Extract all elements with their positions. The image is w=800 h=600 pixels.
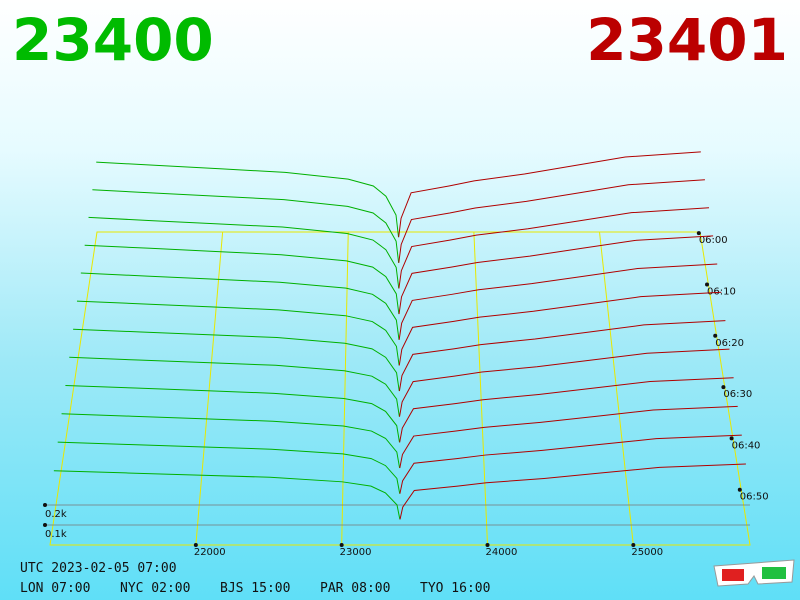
time-tick-label: 06:10: [707, 286, 736, 297]
bid-depth-line: [80, 272, 400, 340]
z-tick-label: 0.2k: [45, 509, 67, 520]
clock: NYC 02:00: [120, 581, 190, 596]
clock: LON 07:00: [20, 581, 90, 596]
ask-depth-line: [398, 235, 714, 315]
tick-dot: [485, 543, 490, 547]
x-tick-label: 24000: [486, 547, 518, 558]
bid-depth-line: [84, 244, 400, 315]
ask-depth-line: [398, 179, 705, 263]
grid-line: [341, 231, 349, 546]
ask-depth-line: [399, 348, 730, 417]
bid-depth-line: [88, 216, 400, 289]
3d-glasses[interactable]: [713, 559, 795, 587]
time-tick-label: 06:00: [699, 235, 728, 246]
z-tick-label: 0.1k: [45, 529, 67, 540]
ask-depth-line: [398, 207, 710, 289]
clock: PAR 08:00: [320, 581, 390, 596]
tick-dot: [705, 282, 710, 287]
tick-dot: [713, 333, 718, 338]
time-tick-label: 06:40: [732, 440, 761, 451]
time-tick-label: 06:30: [723, 389, 752, 400]
utc-time: UTC 2023-02-05 07:00: [20, 561, 177, 576]
time-tick-label: 06:20: [715, 338, 744, 349]
tick-dot: [43, 503, 47, 507]
bid-depth-line: [53, 470, 401, 520]
grid-line: [195, 231, 224, 546]
bid-depth-line: [61, 413, 401, 469]
tick-dot: [193, 543, 198, 547]
ask-depth-line: [399, 377, 734, 443]
bid-depth-line: [96, 161, 400, 238]
x-tick-label: 25000: [631, 547, 663, 558]
bid-depth-line: [92, 189, 400, 263]
bid-depth-line: [69, 356, 400, 417]
clock: TYO 16:00: [420, 581, 490, 596]
ask-price: 23401: [586, 6, 788, 74]
bid-depth-line: [73, 328, 400, 392]
ask-depth-line: [398, 320, 726, 392]
bid-depth-line: [65, 385, 401, 443]
tick-dot: [737, 487, 742, 492]
tick-dot: [729, 436, 734, 441]
x-tick-label: 23000: [340, 547, 372, 558]
ask-depth-line: [398, 263, 718, 340]
tick-dot: [339, 543, 344, 547]
x-tick-label: 22000: [194, 547, 226, 558]
ask-depth-line: [399, 434, 742, 494]
tick-dot: [43, 523, 47, 527]
time-tick-label: 06:50: [740, 492, 769, 503]
grid-line: [599, 231, 634, 546]
ask-depth-line: [399, 463, 746, 520]
clock: BJS 15:00: [220, 581, 290, 596]
bid-depth-line: [57, 441, 401, 494]
grid-line: [473, 231, 488, 546]
ask-depth-line: [399, 405, 738, 469]
tick-dot: [696, 231, 701, 236]
ask-depth-line: [398, 291, 722, 366]
tick-dot: [631, 543, 636, 547]
bid-depth-line: [76, 300, 400, 366]
tick-dot: [721, 385, 726, 390]
ask-depth-line: [398, 151, 701, 238]
bid-price: 23400: [12, 6, 214, 74]
